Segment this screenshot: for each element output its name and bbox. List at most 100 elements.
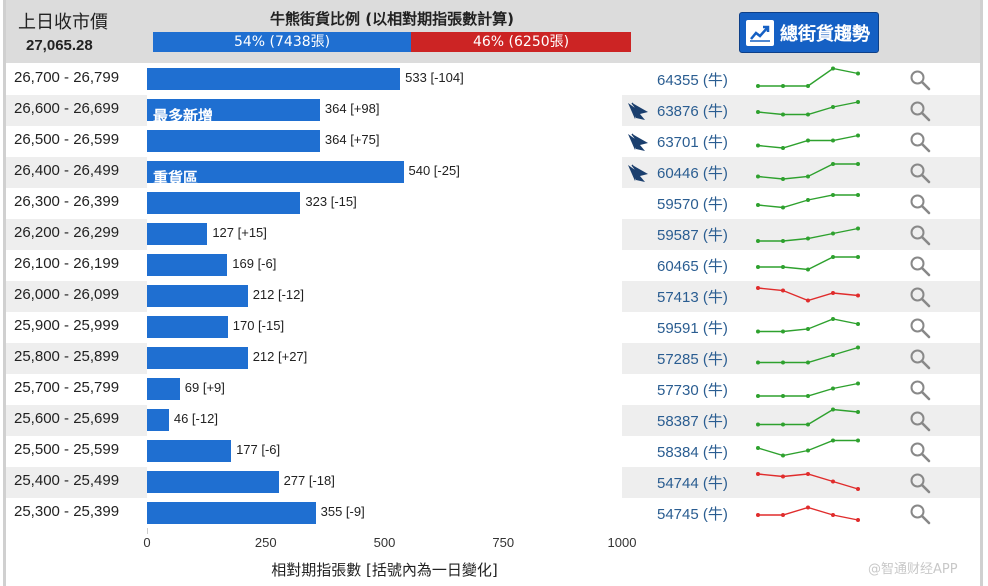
search-icon[interactable]	[909, 224, 931, 246]
total-trend-button[interactable]: 總街貨趨勢	[739, 12, 879, 53]
sparkline-point	[831, 438, 835, 443]
bar[interactable]	[147, 316, 228, 338]
strike-range: 25,700 - 25,799	[14, 379, 120, 396]
strike-range: 25,500 - 25,599	[14, 441, 120, 458]
outstanding-count[interactable]: 57285 (牛)	[657, 351, 728, 368]
search-icon[interactable]	[909, 69, 931, 91]
bar-value-label: 69 [+9]	[184, 380, 225, 395]
bar-value-label: 177 [-6]	[236, 442, 281, 457]
sparkline-point	[806, 505, 810, 510]
sparkline-point	[756, 239, 760, 243]
outstanding-count[interactable]: 60465 (牛)	[657, 258, 728, 275]
x-tick-label: 750	[492, 535, 515, 550]
outstanding-count[interactable]: 59587 (牛)	[657, 227, 728, 244]
bar[interactable]	[147, 223, 208, 245]
outstanding-count[interactable]: 54745 (牛)	[657, 506, 728, 523]
search-icon[interactable]	[909, 100, 931, 122]
issuer-logo-icon	[626, 162, 652, 184]
bar-area: 重貨區 540 [-25]	[147, 157, 622, 188]
sparkline-path	[758, 346, 859, 364]
bar-value-label: 364 [+75]	[324, 132, 380, 147]
bar[interactable]	[147, 68, 401, 90]
bar[interactable]	[147, 502, 316, 524]
sparkline-point	[781, 239, 785, 243]
sparkline-point	[831, 407, 835, 412]
table-row: 26,100 - 26,199 169 [-6] 60465 (牛)	[6, 250, 980, 281]
x-axis-label: 相對期指張數 [括號內為一日變化]	[271, 561, 498, 579]
table-row: 26,300 - 26,399 323 [-15] 59570 (牛)	[6, 188, 980, 219]
issuer-logo-icon	[626, 100, 652, 122]
strike-range: 25,400 - 25,499	[14, 472, 120, 489]
bar[interactable]	[147, 409, 169, 431]
search-icon[interactable]	[909, 472, 931, 494]
search-icon[interactable]	[909, 348, 931, 370]
outstanding-count[interactable]: 57413 (牛)	[657, 289, 728, 306]
bar-area: 277 [-18]	[147, 467, 622, 498]
bar[interactable]	[147, 285, 248, 307]
sparkline-point	[856, 133, 860, 138]
sparkline-point	[831, 479, 835, 484]
sparkline-point	[806, 112, 810, 117]
bar[interactable]	[147, 254, 228, 276]
search-icon[interactable]	[909, 255, 931, 277]
bar-value-label: 212 [-12]	[252, 287, 305, 302]
search-icon[interactable]	[909, 131, 931, 153]
sparkline-point	[756, 394, 760, 398]
trend-sparkline	[756, 286, 860, 303]
sparkline-point	[806, 472, 810, 476]
sparkline-point	[831, 162, 835, 166]
bar-tag: 最多新增	[153, 107, 214, 125]
bar-value-label: 169 [-6]	[232, 256, 277, 271]
sparkline-point	[831, 353, 835, 357]
search-icon[interactable]	[909, 162, 931, 184]
strike-range: 26,400 - 26,499	[14, 162, 120, 179]
sparkline-point	[756, 329, 760, 334]
bar[interactable]	[147, 440, 232, 462]
outstanding-count[interactable]: 63876 (牛)	[657, 103, 728, 120]
bar[interactable]	[147, 130, 320, 152]
outstanding-count[interactable]: 60446 (牛)	[657, 165, 728, 182]
axis-baseline	[147, 528, 148, 534]
search-icon[interactable]	[909, 317, 931, 339]
sparkline-point	[806, 360, 810, 365]
outstanding-count[interactable]: 59570 (牛)	[657, 196, 728, 213]
sparkline-point	[856, 193, 860, 197]
trend-sparkline	[756, 438, 860, 458]
outstanding-count[interactable]: 57730 (牛)	[657, 382, 728, 399]
trend-sparkline	[756, 255, 860, 272]
table-row: 26,500 - 26,599 364 [+75] 63701 (牛)	[6, 126, 980, 157]
bar[interactable]	[147, 471, 279, 493]
search-icon[interactable]	[909, 286, 931, 308]
table-row: 25,800 - 25,899 212 [+27] 57285 (牛)	[6, 343, 980, 374]
bar[interactable]	[147, 378, 180, 400]
x-axis: 相對期指張數 [括號內為一日變化] 0 250 500 750 1000	[143, 528, 636, 586]
bar[interactable]	[147, 192, 301, 214]
outstanding-count[interactable]: 59591 (牛)	[657, 320, 728, 337]
trend-sparkline	[756, 345, 860, 365]
bar[interactable]: 最多新增	[147, 99, 320, 125]
sparkline-point	[856, 71, 860, 76]
table-row: 26,600 - 26,699 最多新增 364 [+98] 63876 (牛)	[6, 95, 980, 126]
search-icon[interactable]	[909, 379, 931, 401]
sparkline-path	[758, 408, 859, 426]
bar-tag: 重貨區	[153, 169, 199, 187]
search-icon[interactable]	[909, 441, 931, 463]
outstanding-count[interactable]: 58384 (牛)	[657, 444, 728, 461]
outstanding-count[interactable]: 64355 (牛)	[657, 72, 728, 89]
sparkline-point	[756, 472, 760, 476]
sparkline-point	[806, 394, 810, 398]
sparkline-point	[756, 286, 760, 290]
bar[interactable]	[147, 347, 248, 369]
sparkline-point	[806, 267, 810, 272]
search-icon[interactable]	[909, 193, 931, 215]
bar[interactable]: 重貨區	[147, 161, 404, 187]
sparkline-point	[806, 174, 810, 179]
table-row: 26,400 - 26,499 重貨區 540 [-25] 60446 (牛)	[6, 157, 980, 188]
search-icon[interactable]	[909, 410, 931, 432]
outstanding-count[interactable]: 54744 (牛)	[657, 475, 728, 492]
outstanding-count[interactable]: 63701 (牛)	[657, 134, 728, 151]
search-icon[interactable]	[909, 503, 931, 525]
bull-bear-ratio-bar: 54% (7438張) 46% (6250張)	[153, 32, 631, 52]
sparkline-point	[806, 236, 810, 241]
outstanding-count[interactable]: 58387 (牛)	[657, 413, 728, 430]
